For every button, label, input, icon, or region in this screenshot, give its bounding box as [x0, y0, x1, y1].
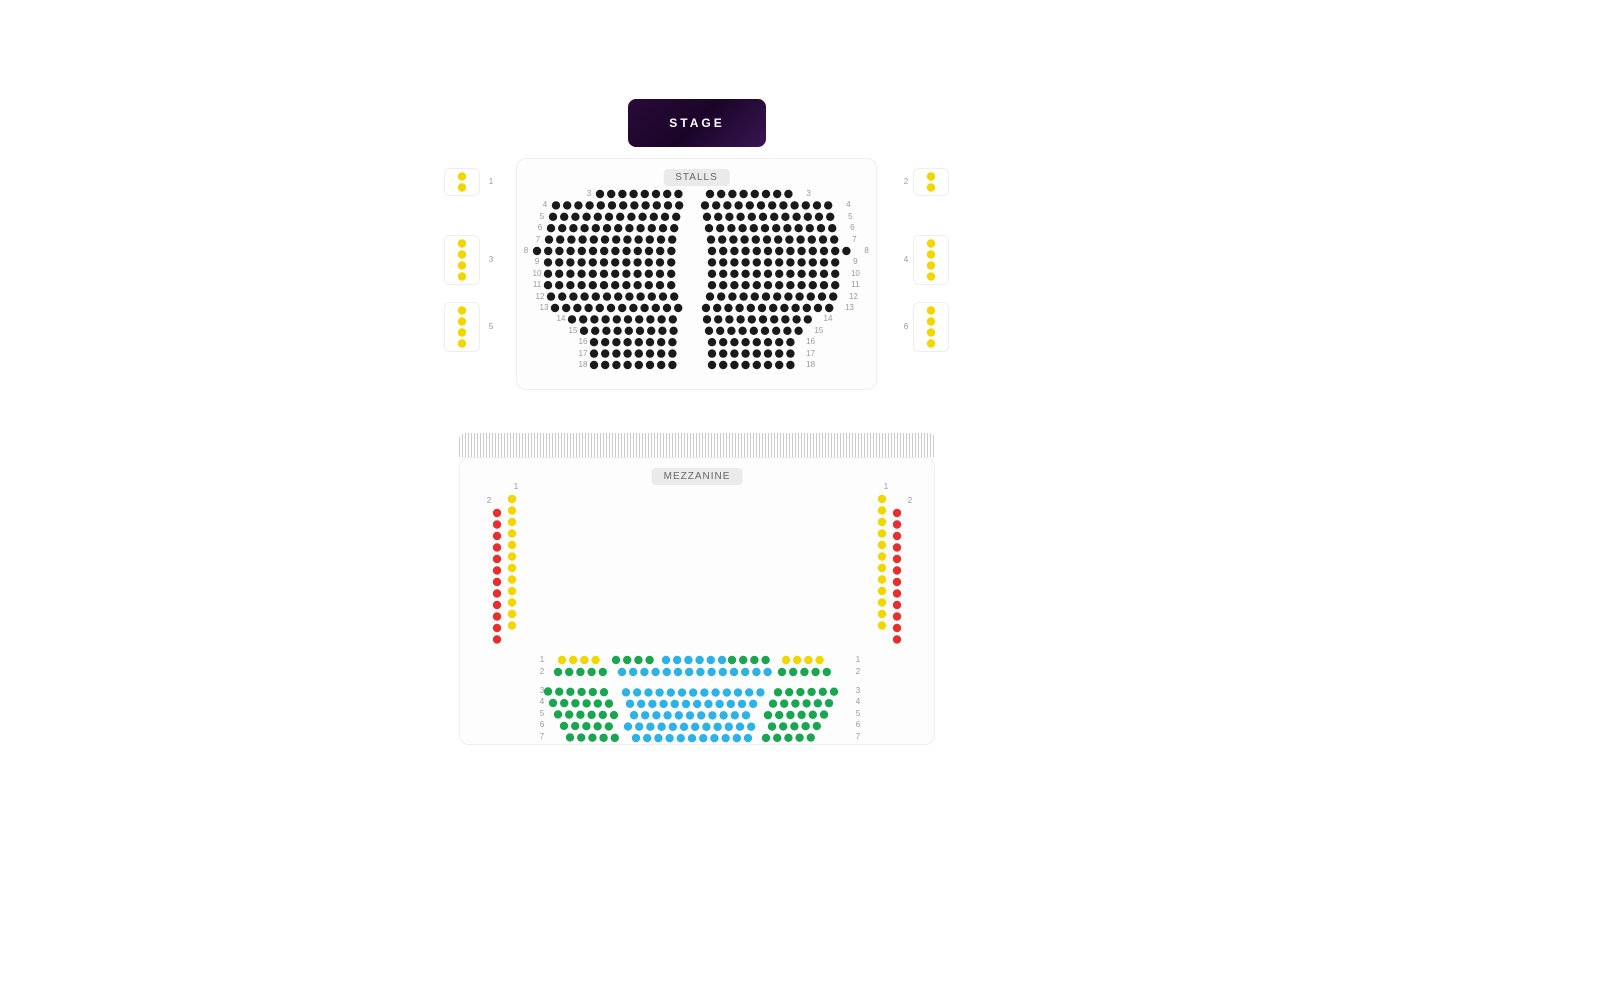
row-label: 2 — [482, 496, 496, 505]
row-label: 4 — [899, 255, 913, 264]
row-label: 1 — [851, 655, 865, 664]
mezzanine-hatch — [459, 433, 935, 457]
row-label: 6 — [535, 720, 549, 729]
row-label: 4 — [841, 200, 855, 209]
row-label: 7 — [531, 235, 545, 244]
row-label: 13 — [537, 303, 551, 312]
stage-label: STAGE — [669, 116, 724, 130]
row-label: 5 — [843, 212, 857, 221]
row-label: 13 — [842, 303, 856, 312]
row-label: 4 — [851, 697, 865, 706]
row-label: 12 — [846, 292, 860, 301]
row-label: 6 — [899, 322, 913, 331]
side-box — [444, 302, 480, 352]
row-label: 15 — [566, 326, 580, 335]
row-label: 18 — [576, 360, 590, 369]
row-label: 5 — [535, 212, 549, 221]
row-label: 3 — [802, 189, 816, 198]
row-label: 1 — [535, 655, 549, 664]
row-label: 17 — [804, 349, 818, 358]
row-label: 5 — [851, 709, 865, 718]
row-label: 7 — [535, 732, 549, 741]
row-label: 12 — [533, 292, 547, 301]
row-label: 4 — [535, 697, 549, 706]
row-label: 2 — [535, 667, 549, 676]
row-label: 4 — [538, 200, 552, 209]
row-label: 10 — [848, 269, 862, 278]
row-label: 16 — [576, 337, 590, 346]
row-label: 10 — [530, 269, 544, 278]
row-label: 2 — [851, 667, 865, 676]
row-label: 3 — [851, 686, 865, 695]
stage: STAGE — [628, 99, 766, 147]
row-label: 2 — [903, 496, 917, 505]
row-label: 6 — [533, 223, 547, 232]
row-label: 8 — [860, 246, 874, 255]
row-label: 9 — [530, 257, 544, 266]
row-label: 2 — [899, 177, 913, 186]
row-label: 3 — [582, 189, 596, 198]
row-label: 1 — [484, 177, 498, 186]
side-box — [444, 235, 480, 285]
row-label: 9 — [848, 257, 862, 266]
row-label: 3 — [484, 255, 498, 264]
row-label: 15 — [812, 326, 826, 335]
row-label: 6 — [851, 720, 865, 729]
row-label: 6 — [845, 223, 859, 232]
stalls-section: STALLS — [516, 158, 877, 390]
row-label: 5 — [484, 322, 498, 331]
row-label: 11 — [848, 280, 862, 289]
row-label: 16 — [804, 337, 818, 346]
mezzanine-label: MEZZANINE — [652, 468, 743, 485]
seating-map: STAGE STALLS MEZZANINE 3 3 4 4 5 5 6 6 7 7 8 8 9 9 10 1… — [0, 0, 1600, 1000]
side-box — [913, 302, 949, 352]
row-label: 1 — [509, 482, 523, 491]
row-label: 3 — [535, 686, 549, 695]
row-label: 7 — [851, 732, 865, 741]
row-label: 5 — [535, 709, 549, 718]
row-label: 1 — [879, 482, 893, 491]
side-box — [913, 235, 949, 285]
stalls-label: STALLS — [663, 169, 730, 186]
row-label: 14 — [821, 314, 835, 323]
row-label: 7 — [847, 235, 861, 244]
row-label: 17 — [576, 349, 590, 358]
side-box — [913, 168, 949, 196]
row-label: 8 — [519, 246, 533, 255]
row-label: 11 — [530, 280, 544, 289]
row-label: 18 — [804, 360, 818, 369]
row-label: 14 — [554, 314, 568, 323]
side-box — [444, 168, 480, 196]
